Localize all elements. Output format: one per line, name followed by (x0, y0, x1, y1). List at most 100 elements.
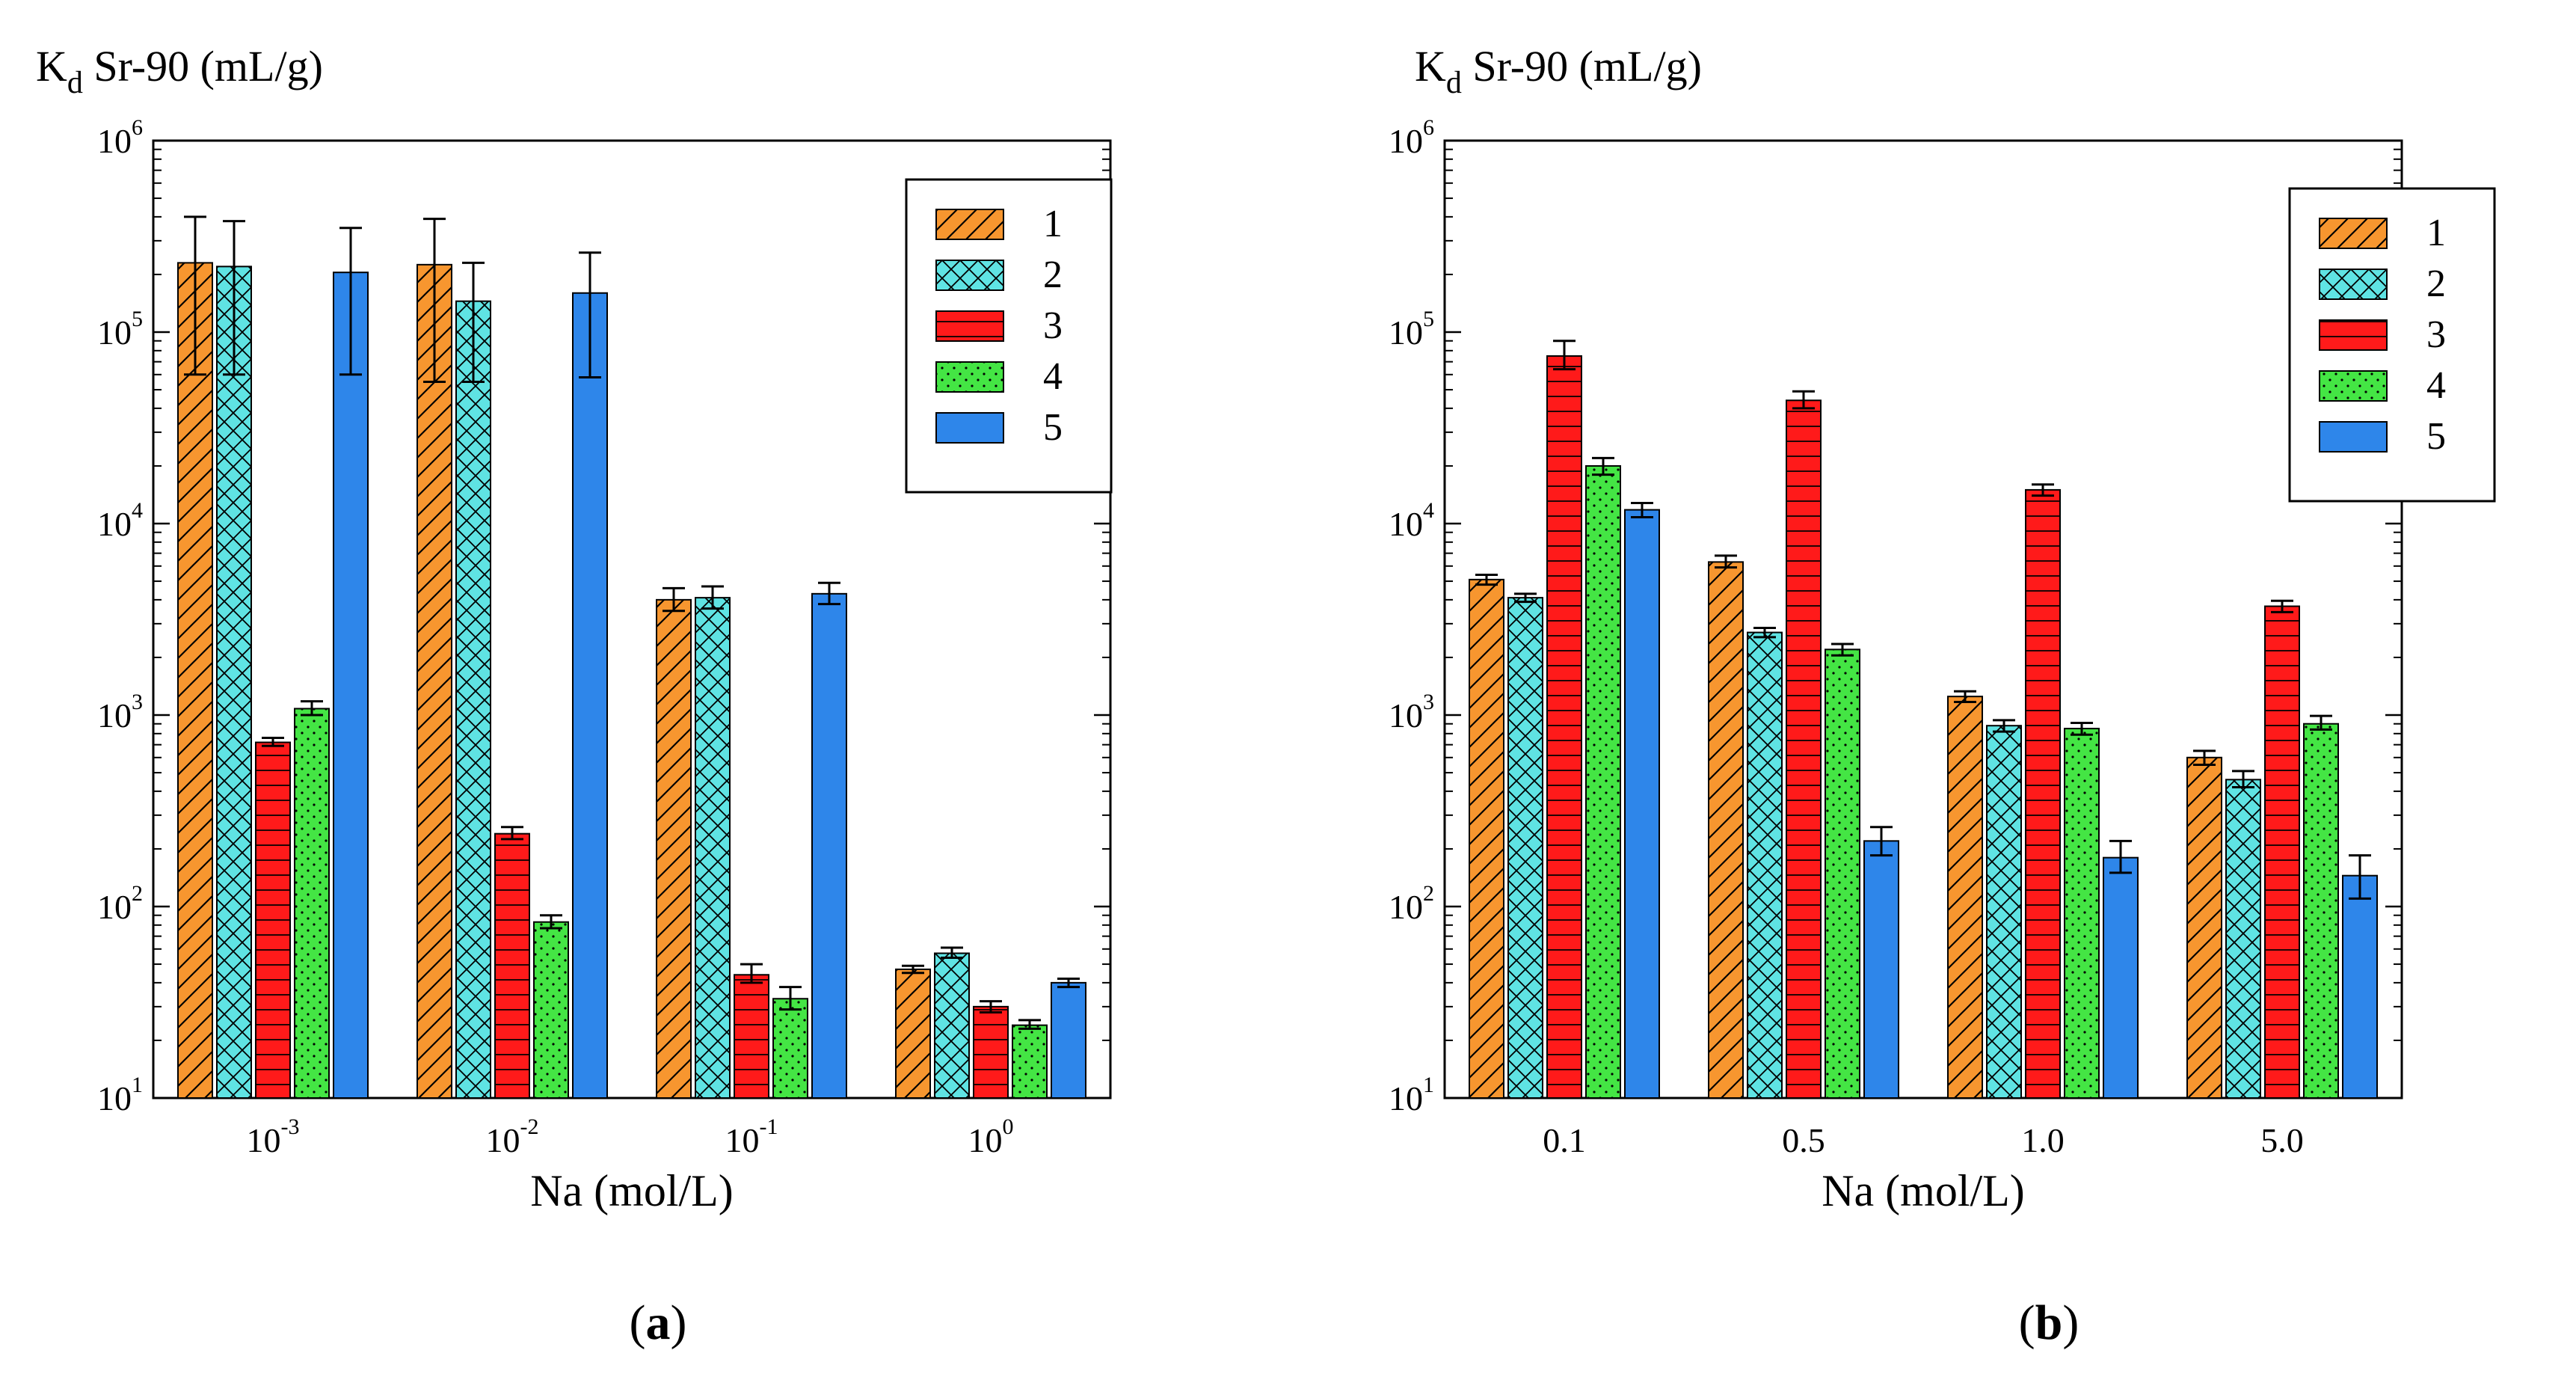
bar-series-2 (695, 597, 731, 1099)
y-tick-exponent: 2 (132, 881, 143, 906)
legend-swatch-4 (935, 361, 1004, 393)
x-tick-exponent: 0 (1003, 1114, 1014, 1139)
panel-label-open: ( (630, 1295, 646, 1350)
y-tick-base: 10 (97, 1079, 132, 1117)
bar-series-4 (2303, 723, 2339, 1099)
y-tick-exponent: 5 (132, 307, 143, 331)
panel-label-close: ) (2062, 1295, 2079, 1350)
panel-label-letter: a (646, 1295, 671, 1350)
legend-swatch-2 (935, 260, 1004, 291)
x-tick-label: 0.5 (1782, 1121, 1825, 1159)
bar-series-2 (2225, 779, 2261, 1099)
y-tick-label: 105 (97, 307, 143, 352)
x-tick-exponent: -3 (281, 1114, 300, 1139)
x-tick-label: 0.1 (1543, 1121, 1586, 1159)
bar-series-2 (1986, 725, 2022, 1099)
y-tick-label: 103 (97, 690, 143, 734)
bar-series-1 (656, 598, 692, 1099)
x-tick-base: 10 (968, 1121, 1003, 1159)
y-axis-title-subscript: d (1446, 66, 1462, 100)
bar-series-3 (734, 974, 769, 1099)
y-tick-label: 102 (97, 881, 143, 926)
x-tick-base: 10 (247, 1121, 281, 1159)
y-tick-exponent: 4 (132, 498, 143, 523)
bar-series-2 (455, 300, 491, 1099)
bar-series-5 (1863, 840, 1899, 1099)
legend-swatch-5 (935, 412, 1004, 444)
legend-swatch-3 (2319, 319, 2388, 351)
bar-series-1 (416, 263, 452, 1099)
y-tick-exponent: 6 (132, 115, 143, 140)
bar-series-1 (1708, 561, 1744, 1099)
y-tick-base: 10 (1389, 313, 1423, 352)
x-tick-label: 100 (968, 1114, 1014, 1159)
y-tick-exponent: 6 (1423, 115, 1434, 140)
y-tick-label: 101 (1389, 1073, 1434, 1117)
legend-swatch-1 (2319, 218, 2388, 249)
y-tick-base: 10 (1389, 1079, 1423, 1117)
y-axis-title: Kd Sr-90 (mL/g) (1415, 42, 1702, 100)
bar-series-1 (177, 262, 213, 1099)
panel-label-letter: b (2035, 1295, 2063, 1350)
bar-series-1 (2186, 756, 2222, 1099)
legend-label-2: 2 (2426, 263, 2446, 305)
x-tick-label: 10-3 (247, 1114, 300, 1159)
legend-label-4: 4 (2426, 364, 2446, 407)
legend-swatch-3 (935, 310, 1004, 342)
y-tick-base: 10 (1389, 888, 1423, 926)
bar-series-2 (216, 266, 252, 1099)
bar-series-1 (1947, 696, 1983, 1099)
y-axis-title-main: K (1415, 42, 1446, 91)
legend-label-1: 1 (1043, 203, 1063, 245)
legend: 1 2 3 4 5 (2288, 187, 2496, 503)
x-tick-label: 5.0 (2260, 1121, 2304, 1159)
panel-label-close: ) (671, 1295, 687, 1350)
y-axis-title-main: K (36, 42, 67, 91)
x-tick-base: 0.5 (1782, 1121, 1825, 1159)
y-tick-exponent: 3 (132, 690, 143, 714)
y-tick-base: 10 (1389, 122, 1423, 160)
x-tick-base: 10 (725, 1121, 760, 1159)
legend-label-2: 2 (1043, 254, 1063, 296)
bar-series-3 (1786, 399, 1822, 1099)
bar-series-4 (294, 708, 330, 1099)
x-tick-label: 1.0 (2021, 1121, 2065, 1159)
panel-label: (a) (630, 1295, 687, 1350)
bar-series-5 (2342, 874, 2378, 1099)
legend-label-1: 1 (2426, 212, 2446, 254)
bar-series-3 (1546, 355, 1582, 1099)
x-tick-label: 10-2 (486, 1114, 539, 1159)
y-tick-label: 105 (1389, 307, 1434, 352)
panel-label-open: ( (2019, 1295, 2035, 1350)
bar-series-4 (772, 998, 808, 1099)
y-tick-base: 10 (97, 122, 132, 160)
legend-swatch-4 (2319, 370, 2388, 402)
y-tick-exponent: 1 (1423, 1073, 1434, 1097)
bar-series-2 (1747, 631, 1783, 1099)
bar-series-3 (255, 741, 291, 1099)
bar-series-3 (973, 1005, 1009, 1099)
bar-series-2 (934, 952, 970, 1099)
x-tick-base: 1.0 (2021, 1121, 2065, 1159)
bar-series-4 (2064, 728, 2100, 1099)
y-tick-label: 104 (97, 498, 143, 543)
y-axis-title-rest: Sr-90 (mL/g) (83, 42, 323, 91)
y-tick-exponent: 1 (132, 1073, 143, 1097)
legend-label-3: 3 (1043, 304, 1063, 347)
x-axis-title: Na (mol/L) (1822, 1166, 2025, 1215)
legend-label-4: 4 (1043, 355, 1063, 398)
x-tick-base: 10 (486, 1121, 520, 1159)
legend-label-3: 3 (2426, 313, 2446, 356)
bar-series-4 (1012, 1024, 1048, 1099)
bar-series-1 (1469, 578, 1504, 1099)
legend-label-5: 5 (2426, 415, 2446, 458)
x-tick-exponent: -1 (760, 1114, 778, 1139)
y-axis-title-rest: Sr-90 (mL/g) (1462, 42, 1702, 91)
legend-swatch-2 (2319, 269, 2388, 300)
bar-series-5 (1624, 509, 1660, 1099)
plot-frame (1443, 139, 2403, 1099)
bar-series-5 (2103, 856, 2139, 1099)
